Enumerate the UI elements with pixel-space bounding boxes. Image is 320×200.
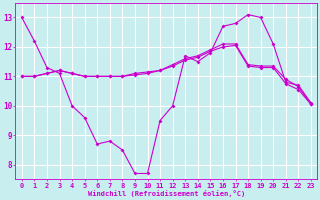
- X-axis label: Windchill (Refroidissement éolien,°C): Windchill (Refroidissement éolien,°C): [88, 190, 245, 197]
